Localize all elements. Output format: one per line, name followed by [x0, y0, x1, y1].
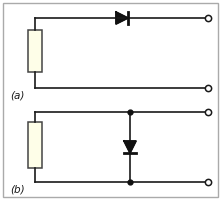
Text: (b): (b) [10, 184, 25, 194]
Text: (a): (a) [10, 90, 24, 100]
Polygon shape [116, 12, 128, 24]
Bar [28, 122, 42, 168]
Polygon shape [124, 141, 136, 153]
Bar [28, 30, 42, 72]
